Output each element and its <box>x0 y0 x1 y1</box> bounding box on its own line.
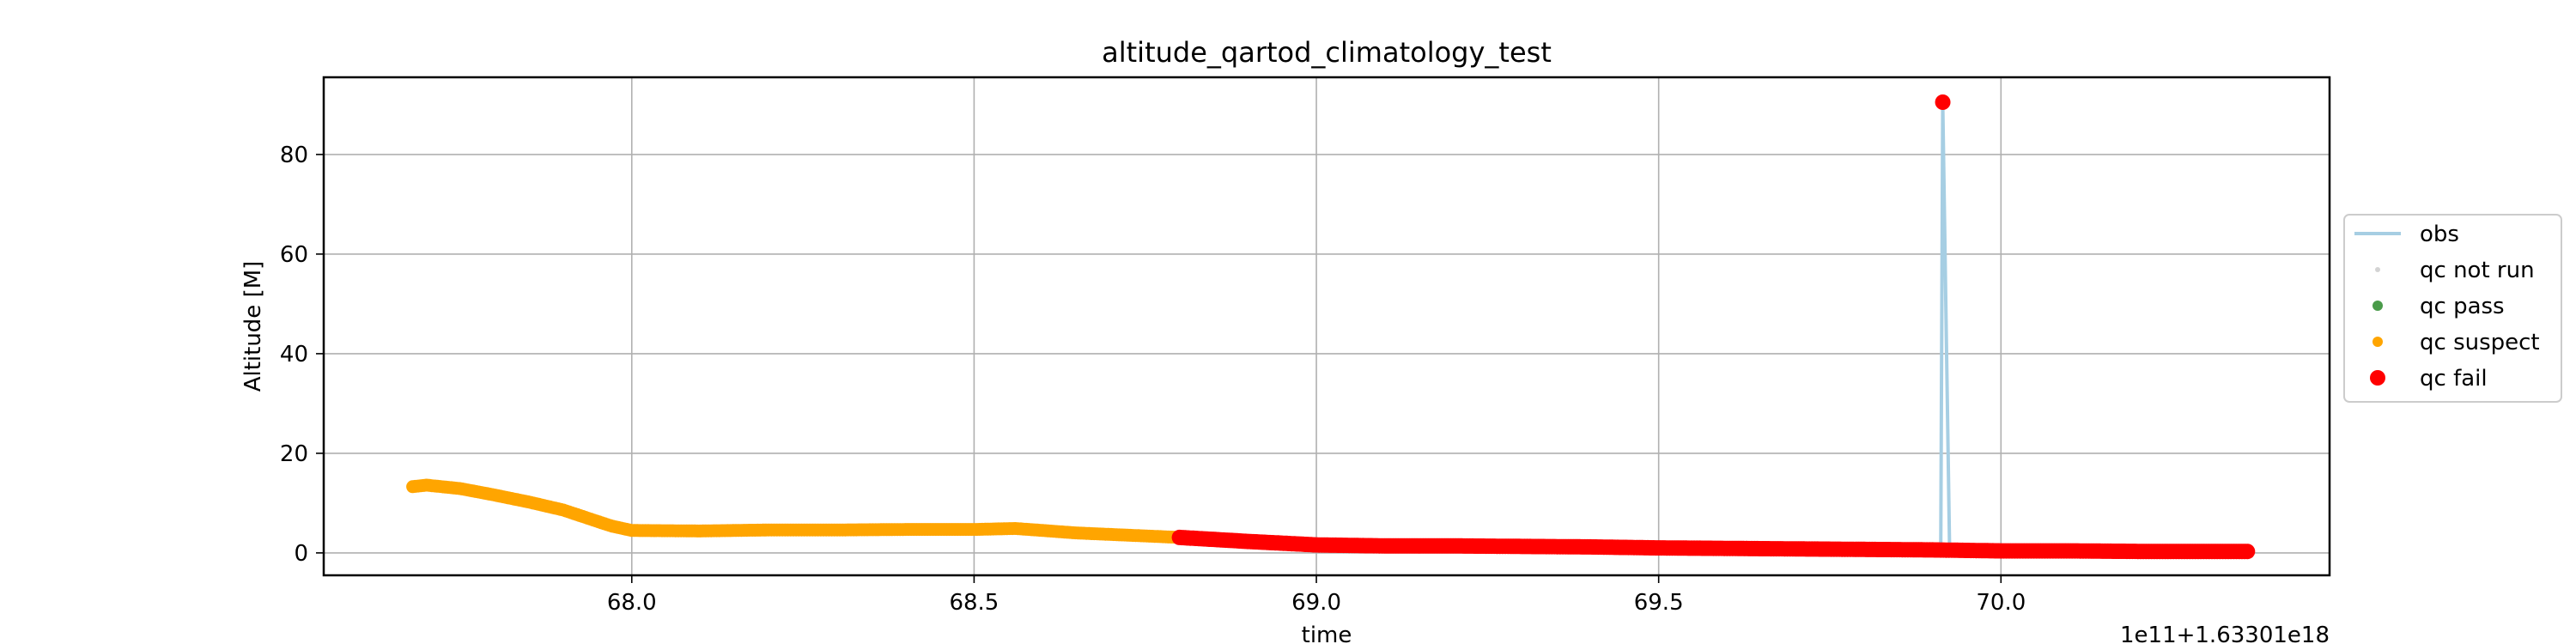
legend-label: qc fail <box>2420 366 2488 392</box>
y-tick-label: 0 <box>294 541 308 567</box>
point-qc_fail-outlier <box>1935 94 1951 110</box>
y-axis-ticks: 0 20 40 60 80 <box>280 143 324 567</box>
axis-offset-label: 1e11+1.63301e18 <box>2120 623 2330 644</box>
legend-swatch <box>2372 301 2383 311</box>
grid <box>324 77 2330 575</box>
x-tick-label: 69.5 <box>1634 590 1684 616</box>
chart-title: altitude_qartod_climatology_test <box>1102 36 1552 69</box>
legend-label: qc pass <box>2420 294 2505 319</box>
legend-swatch <box>2370 370 2385 386</box>
series-points-qc_suspect <box>406 478 1187 544</box>
x-axis-label: time <box>1302 623 1352 644</box>
legend-label: qc suspect <box>2420 330 2540 355</box>
y-axis-label: Altitude [M] <box>240 261 266 392</box>
x-tick-label: 70.0 <box>1976 590 2026 616</box>
y-tick-label: 20 <box>280 441 308 467</box>
legend-item: qc suspect <box>2372 330 2540 355</box>
point-qc_fail <box>2239 544 2256 560</box>
x-axis-ticks: 68.0 68.5 69.0 69.5 70.0 <box>607 575 2026 616</box>
x-tick-label: 69.0 <box>1291 590 1341 616</box>
series-points-qc_fail <box>1171 94 2256 560</box>
legend-item: qc fail <box>2370 366 2488 392</box>
legend-swatch <box>2372 337 2383 347</box>
legend-label: qc not run <box>2420 258 2535 283</box>
series-line-obs <box>412 100 2248 554</box>
plot-area <box>406 94 2256 560</box>
legend-label: obs <box>2420 222 2459 247</box>
legend-frame <box>2343 214 2562 403</box>
x-tick-label: 68.0 <box>607 590 657 616</box>
y-tick-label: 80 <box>280 143 308 168</box>
y-tick-label: 60 <box>280 242 308 268</box>
plot-frame <box>322 76 2331 577</box>
legend-item: qc not run <box>2375 258 2535 283</box>
legend-item: obs <box>2354 222 2459 247</box>
legend: obs qc not run qc pass qc suspect qc fail <box>2343 214 2562 403</box>
y-tick-label: 40 <box>280 342 308 368</box>
x-tick-label: 68.5 <box>949 590 999 616</box>
legend-swatch <box>2375 267 2380 272</box>
legend-item: qc pass <box>2372 294 2505 319</box>
